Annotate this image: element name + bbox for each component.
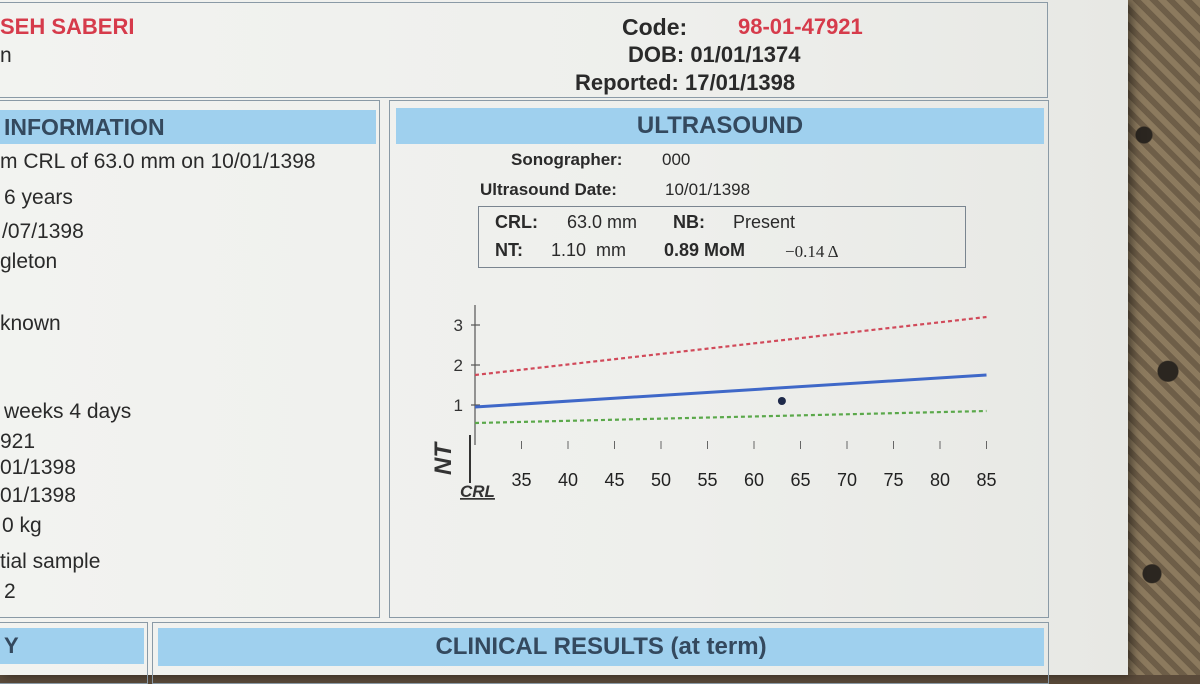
ultrasound-title: ULTRASOUND (396, 108, 1044, 144)
info-line: 921 (0, 430, 36, 453)
x-tick-label: 40 (558, 470, 578, 490)
patient-measurement-point (777, 397, 786, 405)
x-tick-label: 50 (651, 470, 671, 490)
footer-left-title: Y (0, 628, 144, 664)
x-tick-label: 75 (883, 470, 903, 490)
clinical-results-title: CLINICAL RESULTS (at term) (158, 628, 1044, 666)
nt-label: NT: (495, 240, 523, 260)
info-line: 2 (4, 580, 16, 603)
x-tick-label: 80 (930, 470, 950, 490)
x-tick-label: 65 (790, 470, 810, 490)
series-line-2 (474, 373, 987, 409)
nt-value: 1.10 mm (551, 240, 627, 260)
x-tick-label: 55 (697, 470, 717, 490)
x-tick-label: 85 (976, 470, 996, 490)
patient-header-box (0, 2, 1048, 98)
delta-value: −0.14 Δ (785, 242, 839, 261)
info-line: /07/1398 (2, 220, 84, 243)
measurements-box (478, 206, 966, 268)
code-label: Code: (622, 14, 688, 40)
x-tick-label: 60 (744, 470, 764, 490)
crl-label: CRL: (495, 212, 538, 232)
info-line: known (0, 312, 61, 335)
code-value: 98-01-47921 (738, 14, 863, 39)
info-line: 6 years (4, 186, 73, 209)
info-line: 0 kg (2, 514, 42, 537)
information-title: INFORMATION (0, 110, 376, 144)
info-line: weeks 4 days (4, 400, 132, 423)
ultrasound-date-label: Ultrasound Date: (480, 180, 617, 199)
crl-value: 63.0 mm (567, 212, 638, 232)
nb-label: NB: (673, 212, 705, 232)
sonographer-value: 000 (662, 150, 691, 169)
y-axis-label: NT (430, 441, 457, 475)
information-panel (0, 100, 380, 618)
ultrasound-panel (389, 100, 1049, 618)
dob: DOB: 01/01/1374 (628, 42, 801, 67)
x-tick-label: 35 (511, 470, 531, 490)
patient-name-line2: n (0, 44, 12, 67)
background-carpet (1120, 0, 1200, 675)
nb-value: Present (733, 212, 796, 232)
info-line: m CRL of 63.0 mm on 10/01/1398 (0, 150, 316, 173)
series-line-3 (474, 409, 987, 425)
info-line: gleton (0, 250, 58, 273)
x-tick-label: 70 (837, 470, 857, 490)
reported: Reported: 17/01/1398 (575, 70, 796, 95)
info-line: tial sample (0, 550, 101, 573)
x-tick-label: 45 (604, 470, 624, 490)
info-line: 01/1398 (0, 456, 76, 479)
y-tick-label: 3 (454, 316, 463, 335)
y-tick-label: 1 (454, 396, 463, 415)
report-page: SEH SABERI n Code: 98-01-47921 DOB: 01/0… (0, 0, 1128, 684)
series-line-1 (474, 315, 987, 377)
info-line: 01/1398 (0, 484, 76, 507)
sonographer-label: Sonographer: (511, 150, 623, 169)
patient-name: SEH SABERI (0, 14, 135, 39)
ultrasound-date-value: 10/01/1398 (665, 180, 751, 199)
x-axis-label: CRL (460, 482, 495, 501)
mom-value: 0.89 MoM (664, 240, 746, 260)
y-tick-label: 2 (454, 356, 463, 375)
